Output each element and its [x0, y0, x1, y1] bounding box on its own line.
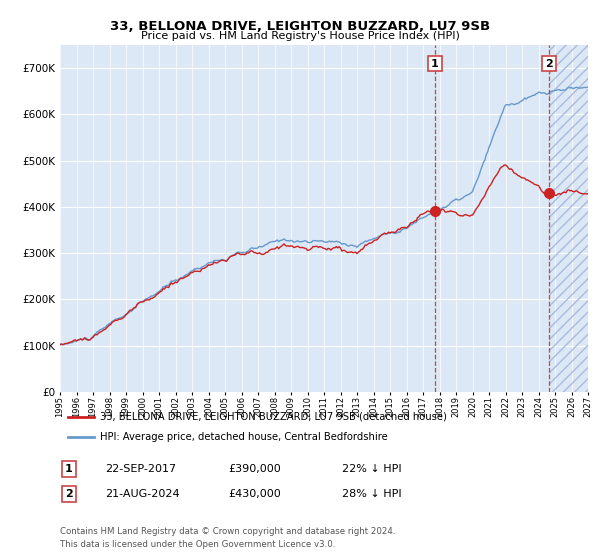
Text: 2: 2 [65, 489, 73, 499]
Text: 33, BELLONA DRIVE, LEIGHTON BUZZARD, LU7 9SB: 33, BELLONA DRIVE, LEIGHTON BUZZARD, LU7… [110, 20, 490, 32]
Text: Contains HM Land Registry data © Crown copyright and database right 2024.: Contains HM Land Registry data © Crown c… [60, 528, 395, 536]
Text: 22-SEP-2017: 22-SEP-2017 [105, 464, 176, 474]
Text: 1: 1 [431, 59, 439, 69]
Text: £390,000: £390,000 [228, 464, 281, 474]
Text: 22% ↓ HPI: 22% ↓ HPI [342, 464, 401, 474]
Text: HPI: Average price, detached house, Central Bedfordshire: HPI: Average price, detached house, Cent… [100, 432, 388, 442]
Text: 1: 1 [65, 464, 73, 474]
Text: £430,000: £430,000 [228, 489, 281, 499]
Text: 28% ↓ HPI: 28% ↓ HPI [342, 489, 401, 499]
Text: Price paid vs. HM Land Registry's House Price Index (HPI): Price paid vs. HM Land Registry's House … [140, 31, 460, 41]
Text: 33, BELLONA DRIVE, LEIGHTON BUZZARD, LU7 9SB (detached house): 33, BELLONA DRIVE, LEIGHTON BUZZARD, LU7… [100, 412, 446, 422]
Text: This data is licensed under the Open Government Licence v3.0.: This data is licensed under the Open Gov… [60, 540, 335, 549]
Text: 21-AUG-2024: 21-AUG-2024 [105, 489, 179, 499]
Text: 2: 2 [545, 59, 553, 69]
Bar [549, 45, 588, 392]
